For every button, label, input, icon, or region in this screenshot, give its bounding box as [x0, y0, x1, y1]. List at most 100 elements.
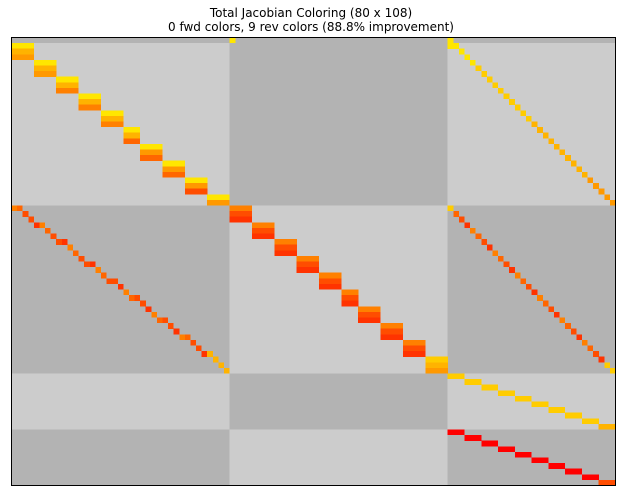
nonzero-cell-363	[458, 429, 465, 436]
nonzero-cell-62	[123, 127, 129, 133]
nonzero-cell-388	[598, 479, 605, 486]
nonzero-cell-209	[279, 239, 286, 245]
nonzero-cell-390	[609, 479, 616, 486]
nonzero-cell-217	[279, 250, 286, 256]
nonzero-cell-164	[117, 283, 124, 290]
nonzero-cell-24	[45, 71, 51, 77]
nonzero-cell-197	[257, 222, 264, 228]
nonzero-cell-25	[50, 71, 57, 77]
nonzero-cell-228	[296, 267, 303, 273]
nonzero-cell-264	[375, 317, 381, 324]
nonzero-cell-282	[408, 345, 415, 352]
nonzero-cell-131	[537, 127, 543, 133]
nonzero-cell-1	[447, 37, 454, 44]
nonzero-cell-352	[565, 412, 571, 419]
nonzero-cell-20	[45, 65, 51, 72]
nonzero-cell-169	[145, 306, 152, 312]
nonzero-cell-95	[184, 177, 191, 184]
nonzero-cell-91	[162, 171, 169, 178]
nonzero-cell-137	[570, 160, 577, 167]
nonzero-cell-369	[492, 440, 499, 447]
nonzero-cell-306	[475, 233, 482, 240]
nonzero-cell-22	[33, 71, 40, 77]
nonzero-cell-215	[291, 244, 297, 251]
nonzero-cell-73	[151, 143, 157, 150]
nonzero-cell-70	[134, 138, 141, 144]
nonzero-cell-23	[39, 71, 46, 77]
nonzero-cell-176	[184, 334, 191, 340]
nonzero-cell-33	[73, 82, 79, 88]
nonzero-cell-298	[430, 367, 437, 374]
nonzero-cell-221	[302, 255, 308, 262]
nonzero-cell-182	[218, 362, 225, 368]
nonzero-cell-345	[526, 395, 532, 402]
nonzero-cell-342	[509, 390, 515, 396]
nonzero-cell-134	[553, 143, 560, 150]
nonzero-cell-248	[347, 295, 353, 301]
nonzero-cell-285	[402, 351, 409, 357]
nonzero-cell-35	[61, 87, 68, 94]
nonzero-cell-108	[212, 194, 219, 200]
nonzero-cell-290	[430, 356, 437, 363]
nonzero-cell-172	[162, 317, 169, 324]
nonzero-cell-235	[335, 272, 342, 279]
nonzero-cell-166	[128, 295, 135, 301]
nonzero-cell-288	[419, 351, 426, 357]
nonzero-cell-188	[229, 211, 236, 217]
nonzero-cell-234	[330, 272, 336, 279]
nonzero-cell-259	[369, 311, 376, 318]
nonzero-cell-311	[503, 261, 510, 268]
nonzero-cell-32	[67, 82, 74, 88]
nonzero-cell-72	[145, 143, 152, 150]
nonzero-cell-317	[537, 295, 543, 301]
nonzero-cell-320	[553, 311, 560, 318]
nonzero-cell-119	[470, 59, 476, 66]
nonzero-cell-28	[67, 76, 74, 83]
nonzero-cell-195	[246, 216, 253, 223]
block-shade-0-1	[229, 37, 448, 206]
nonzero-cell-65	[123, 132, 129, 139]
nonzero-cell-375	[526, 451, 532, 458]
nonzero-cell-327	[593, 351, 599, 357]
nonzero-cell-267	[391, 323, 398, 329]
nonzero-cell-8	[22, 48, 29, 55]
nonzero-cell-44	[89, 99, 96, 105]
nonzero-cell-275	[391, 334, 398, 340]
nonzero-cell-227	[313, 261, 320, 268]
nonzero-cell-90	[179, 166, 185, 172]
nonzero-cell-10	[11, 54, 18, 60]
nonzero-cell-295	[436, 362, 443, 368]
nonzero-cell-160	[95, 267, 102, 273]
nonzero-cell-253	[358, 306, 364, 312]
nonzero-cell-3	[17, 43, 23, 49]
nonzero-cell-356	[587, 418, 594, 424]
nonzero-cell-276	[397, 334, 404, 340]
plot-frame	[11, 37, 616, 486]
nonzero-cell-74	[156, 143, 163, 150]
nonzero-cell-105	[196, 188, 202, 195]
nonzero-cell-324	[576, 334, 582, 340]
nonzero-cell-120	[475, 65, 482, 72]
nonzero-cell-309	[492, 250, 499, 256]
nonzero-cell-142	[598, 188, 605, 195]
nonzero-cell-56	[112, 115, 118, 122]
nonzero-cell-148	[28, 216, 34, 223]
nonzero-cell-186	[240, 205, 247, 212]
nonzero-cell-272	[397, 328, 404, 335]
nonzero-cell-67	[134, 132, 141, 139]
nonzero-cell-147	[22, 211, 29, 217]
nonzero-cell-300	[442, 367, 448, 374]
nonzero-cell-362	[453, 429, 459, 436]
nonzero-cell-117	[458, 48, 465, 55]
nonzero-cell-359	[604, 423, 610, 430]
nonzero-cell-6	[11, 48, 18, 55]
nonzero-cell-263	[369, 317, 376, 324]
nonzero-cell-229	[302, 267, 308, 273]
nonzero-cell-212	[274, 244, 280, 251]
nonzero-cell-111	[207, 199, 213, 206]
nonzero-cell-53	[117, 110, 124, 116]
nonzero-cell-360	[609, 423, 616, 430]
nonzero-cell-271	[391, 328, 398, 335]
nonzero-cell-266	[386, 323, 392, 329]
nonzero-cell-38	[78, 93, 85, 100]
